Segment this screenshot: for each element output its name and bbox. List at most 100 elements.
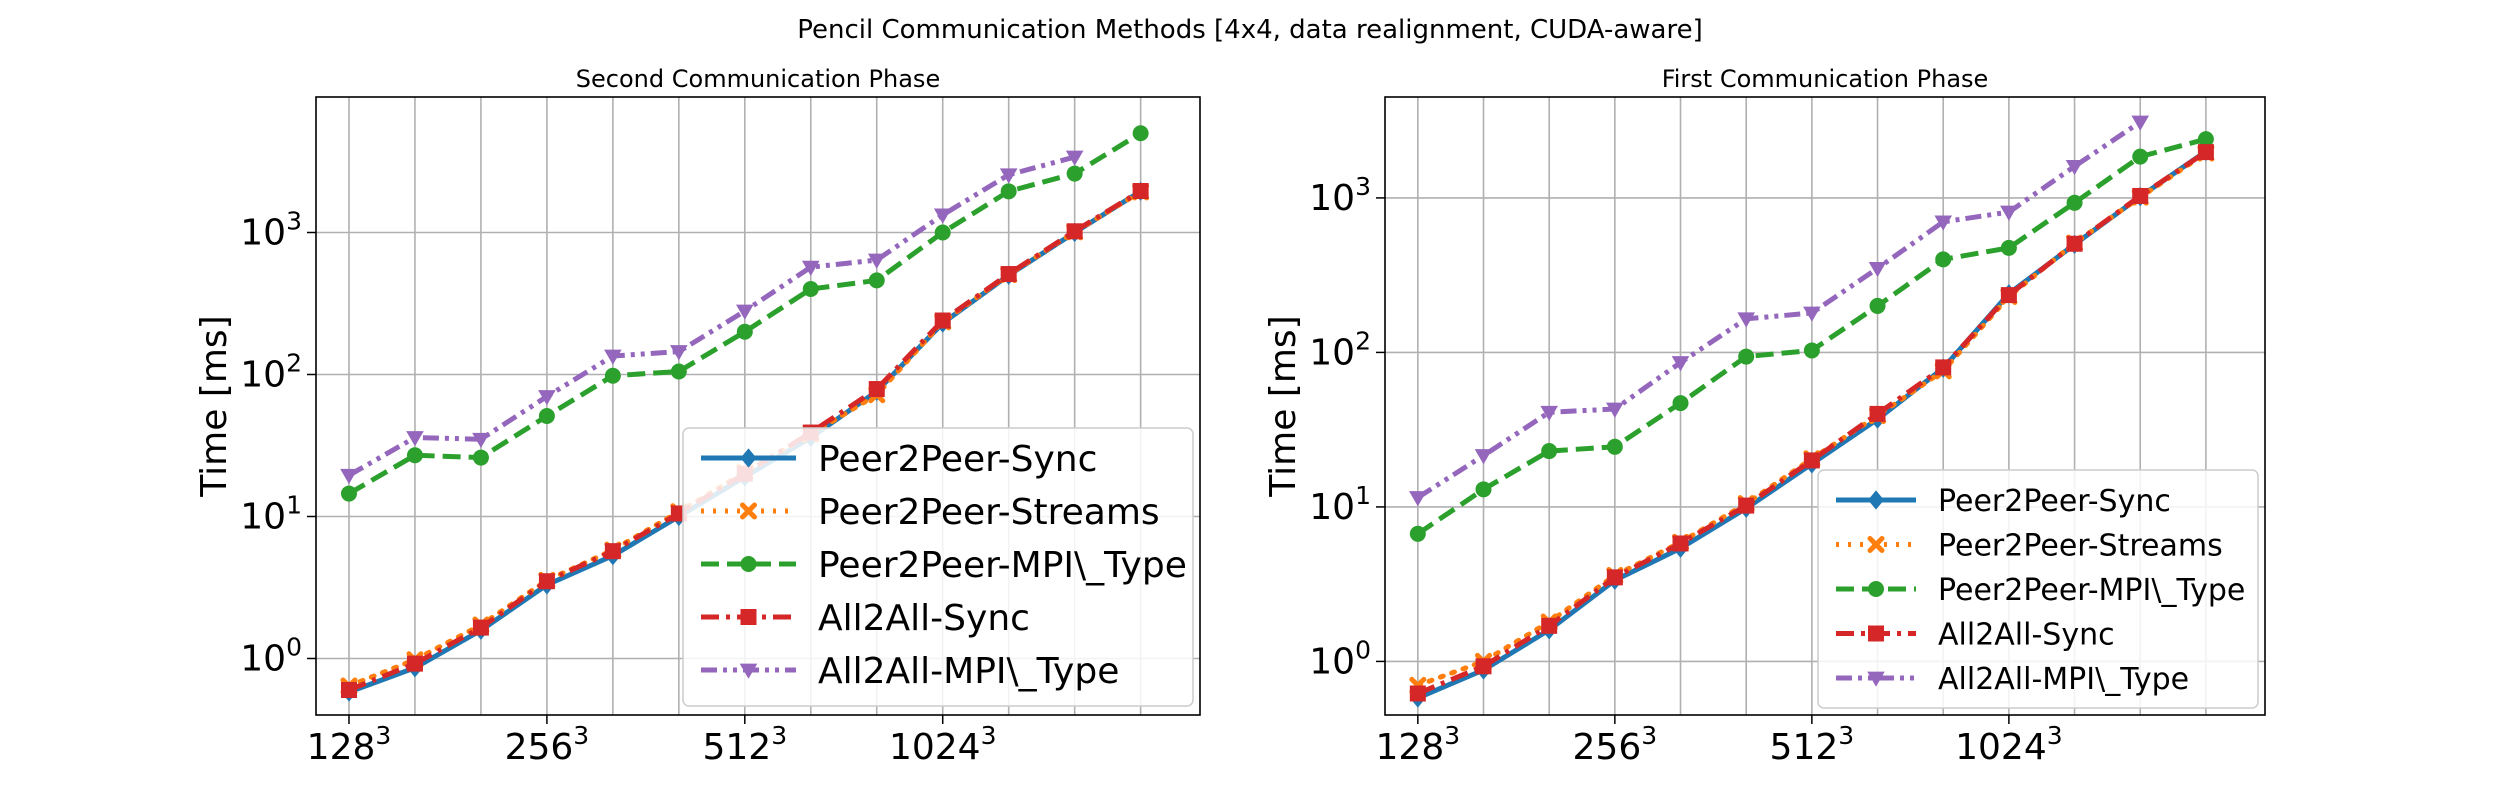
data-point: [472, 619, 489, 636]
chart-panel-2: 100 101 102 103 First Communication Phase Tim…: [1263, 65, 2266, 768]
data-point: [1409, 685, 1426, 702]
data-point: [2000, 205, 2018, 221]
data-point: [1803, 452, 1820, 469]
data-point: [340, 681, 357, 698]
data-point: [1475, 481, 1492, 498]
series-3: [340, 125, 1149, 502]
legend-marker: [740, 609, 757, 625]
x-tick-label: 10243: [889, 721, 997, 768]
data-point: [2065, 159, 2084, 176]
legend-label: All2All-MPI\_Type: [1938, 662, 2189, 697]
data-point: [1671, 356, 1690, 372]
legend-marker: [1867, 671, 1885, 687]
data-point: [1803, 342, 1820, 359]
legend-label: All2All-MPI\_Type: [818, 651, 1119, 692]
data-point: [2066, 194, 2083, 211]
data-point: [2000, 287, 2017, 304]
data-point: [736, 304, 754, 320]
data-point: [1409, 525, 1426, 542]
data-point: [1606, 402, 1624, 418]
data-point: [406, 431, 424, 447]
data-point: [604, 543, 621, 560]
data-point: [1868, 261, 1887, 278]
data-point: [1606, 438, 1623, 455]
legend-label: Peer2Peer-Sync: [818, 439, 1097, 480]
data-point: [868, 381, 885, 398]
y-tick-label: 103: [1309, 172, 1371, 219]
x-tick-label: 10243: [1955, 721, 2063, 768]
legend-box: [682, 427, 1194, 707]
data-point: [538, 573, 555, 590]
data-point: [1606, 569, 1623, 586]
y-axis-label: Time [ms]: [194, 315, 235, 497]
data-point: [1065, 150, 1084, 166]
data-point: [1540, 405, 1558, 422]
legend-marker: [739, 663, 758, 679]
data-point: [472, 432, 490, 449]
legend-marker: [1868, 490, 1884, 510]
data-point: [604, 349, 622, 365]
data-point: [1000, 183, 1017, 200]
data-point: [1672, 395, 1689, 412]
chart-panel-1: 100 101 102 103 Second Communication Phase Ti…: [194, 65, 1201, 768]
data-point: [1738, 497, 1755, 514]
legend-label: Peer2Peer-MPI\_Type: [1938, 573, 2245, 608]
data-point: [1066, 165, 1083, 182]
legend-box: [1817, 469, 2259, 709]
series-line: [1416, 119, 2142, 500]
data-point: [1132, 183, 1149, 200]
legend: Peer2Peer-Sync Peer2Peer-Streams Peer2Peer…: [682, 427, 1194, 707]
series-5: [340, 150, 1084, 485]
data-point: [1541, 443, 1558, 460]
x-tick-label: 2563: [1573, 721, 1658, 768]
data-point: [1869, 297, 1886, 314]
chart-title: Second Communication Phase: [576, 65, 940, 93]
data-point: [867, 253, 886, 269]
series-3: [1409, 131, 2214, 542]
series-4: [340, 183, 1149, 698]
legend-marker: [740, 556, 757, 572]
data-point: [1474, 449, 1493, 465]
legend-marker: [1868, 581, 1884, 597]
data-point: [1934, 215, 1953, 231]
x-tick-label: 1283: [1376, 721, 1461, 768]
legend-label: Peer2Peer-MPI\_Type: [818, 545, 1187, 586]
y-tick-label: 100: [240, 632, 302, 679]
data-point: [933, 208, 952, 224]
y-tick-label: 102: [240, 348, 302, 395]
data-point: [2000, 239, 2017, 256]
legend-marker: [1868, 625, 1884, 642]
legend-marker: [1867, 536, 1885, 553]
legend-label: All2All-Sync: [818, 598, 1030, 639]
data-point: [934, 312, 951, 329]
legend-label: Peer2Peer-Streams: [818, 492, 1160, 533]
data-point: [406, 655, 423, 672]
figure-title: Pencil Communication Methods [4x4, data …: [797, 15, 1702, 45]
data-point: [2197, 144, 2214, 161]
y-tick-label: 103: [240, 207, 302, 254]
data-point: [406, 447, 423, 464]
data-point: [801, 260, 820, 276]
legend-marker: [740, 502, 757, 520]
data-point: [1935, 359, 1952, 376]
y-tick-label: 100: [1309, 635, 1371, 682]
chart-title: First Communication Phase: [1662, 65, 1989, 93]
data-point: [538, 390, 556, 406]
data-point: [2131, 115, 2150, 131]
data-point: [1803, 306, 1821, 322]
y-tick-label: 101: [240, 490, 302, 537]
x-tick-label: 1283: [307, 721, 392, 768]
data-point: [1541, 617, 1558, 634]
data-point: [1737, 312, 1755, 328]
data-point: [1475, 658, 1492, 675]
data-point: [2132, 187, 2149, 204]
axes-frame: [315, 96, 1201, 716]
data-point: [934, 224, 951, 241]
data-point: [1066, 223, 1083, 240]
data-point: [670, 363, 687, 380]
series-4: [1409, 144, 2214, 702]
data-point: [1000, 266, 1017, 283]
data-point: [802, 281, 819, 298]
data-point: [999, 168, 1018, 184]
